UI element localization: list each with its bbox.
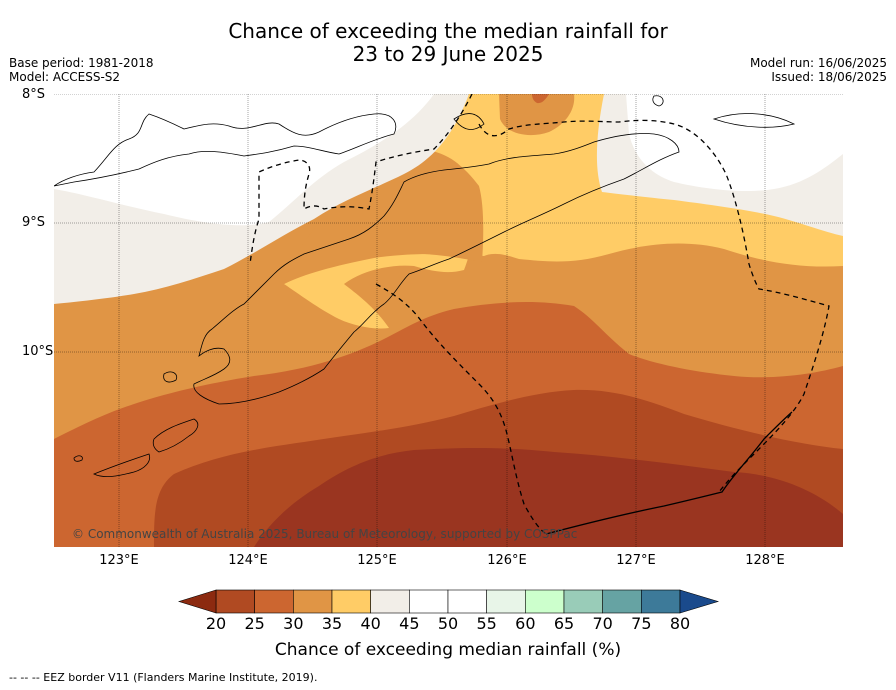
colorbar-tick-label: 80 <box>669 614 691 633</box>
colorbar-tick-label: 50 <box>437 614 459 633</box>
shade-band-50-55-west <box>54 94 434 226</box>
colorbar-tick-label: 30 <box>283 614 304 633</box>
issued-text: Issued: 18/06/2025 <box>771 70 887 84</box>
colorbar-tick-label: 45 <box>399 614 420 633</box>
colorbar-cell <box>331 589 371 614</box>
coastlines <box>54 95 796 478</box>
colorbar-tick-label: 65 <box>553 614 575 633</box>
eez-border <box>249 94 830 535</box>
lon-label-124e: 124°E <box>228 553 268 568</box>
colorbar-cell <box>525 589 565 614</box>
colorbar-cell <box>293 589 333 614</box>
colorbar-cell <box>602 589 642 614</box>
colorbar-cell <box>215 589 255 614</box>
colorbar-cell <box>370 589 410 614</box>
map-panel <box>54 94 843 547</box>
colorbar-tick-label: 55 <box>476 614 497 633</box>
model-text: Model: ACCESS-S2 <box>9 70 121 84</box>
colorbar-cell <box>641 589 681 614</box>
base-period-text: Base period: 1981-2018 <box>9 56 154 70</box>
title-line-2: 23 to 29 June 2025 <box>352 42 544 66</box>
lat-label-10s: 10°S <box>22 344 54 359</box>
colorbar-tick-label: 70 <box>592 614 613 633</box>
colorbar-tick-label: 35 <box>321 614 343 633</box>
copyright-text: © Commonwealth of Australia 2025, Bureau… <box>72 527 578 541</box>
meta-left: Base period: 1981-2018 Model: ACCESS-S2 <box>9 56 154 84</box>
colorbar-tick-label: 75 <box>631 614 652 633</box>
title-line-1: Chance of exceeding the median rainfall … <box>228 19 668 43</box>
colorbar-tick-label: 60 <box>515 614 536 633</box>
lon-label-128e: 128°E <box>745 553 785 568</box>
lon-label-125e: 125°E <box>357 553 397 568</box>
shade-band-50-55-east <box>626 94 843 192</box>
meta-right: Model run: 16/06/2025 Issued: 18/06/2025 <box>750 56 887 84</box>
colorbar-cell <box>409 589 449 614</box>
lon-label-127e: 127°E <box>616 553 656 568</box>
lon-label-126e: 126°E <box>487 553 527 568</box>
model-run-text: Model run: 16/06/2025 <box>749 56 887 70</box>
colorbar-title: Chance of exceeding median rainfall (%) <box>274 640 622 660</box>
colorbar-tick-label: 40 <box>360 614 381 633</box>
eez-legend-footer: -- -- -- EEZ border V11 (Flanders Marine… <box>9 671 318 684</box>
shade-band-35-40-top <box>499 94 575 136</box>
colorbar-over-arrow <box>679 589 720 614</box>
colorbar-cell <box>563 589 603 614</box>
colorbar-tick-label: 25 <box>244 614 265 633</box>
colorbar-cell <box>447 589 487 614</box>
colorbar-cell <box>486 589 526 614</box>
colorbar-under-arrow <box>178 589 217 614</box>
map-title: Chance of exceeding the median rainfall … <box>0 20 896 66</box>
colorbar-tick-label: 20 <box>205 614 227 633</box>
colorbar <box>178 589 720 614</box>
lon-label-123e: 123°E <box>99 553 139 568</box>
lat-label-9s: 9°S <box>22 215 46 230</box>
shade-band-35-40-north <box>284 150 484 284</box>
shade-band-30-35-top <box>532 94 549 104</box>
lat-label-8s: 8°S <box>22 87 46 102</box>
colorbar-cell <box>254 589 294 614</box>
